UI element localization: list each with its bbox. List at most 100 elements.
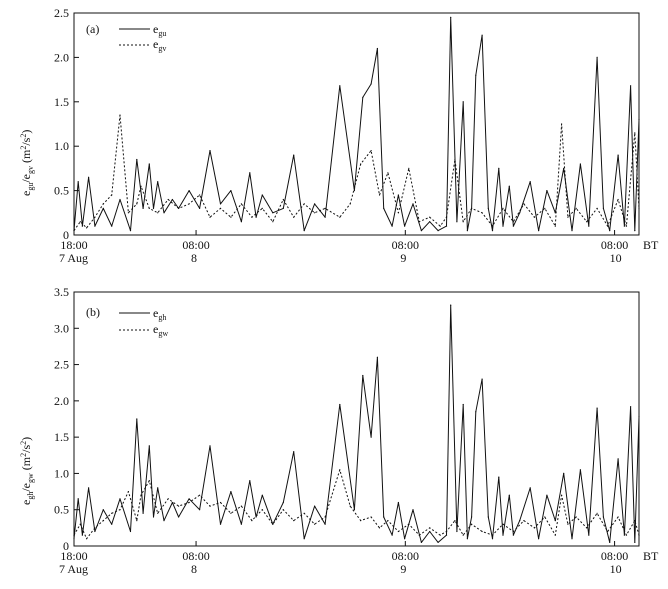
data-point-egh (383, 516, 385, 518)
data-point-egh (362, 374, 364, 377)
data-point-egu (437, 230, 439, 232)
data-point-egh (466, 538, 468, 540)
data-point-egw (79, 523, 81, 525)
data-point-egu (420, 230, 422, 232)
panel-a: (a) egu egv egu/egv (m2/s2) 0 0.5 1.0 1.5 2.… (19, 6, 659, 265)
data-point-egw (471, 523, 473, 525)
data-point-egh (339, 403, 341, 406)
data-point-egw (349, 505, 351, 507)
y-tick-label: 0.5 (54, 503, 69, 517)
y-tick-label: 2.0 (54, 394, 69, 408)
data-point-egh (519, 520, 521, 522)
data-point-egh (178, 516, 180, 518)
data-point-egu (450, 16, 452, 18)
data-point-egu (512, 225, 515, 227)
data-point-egv (73, 230, 75, 232)
data-point-egu (353, 190, 355, 192)
data-point-egw (586, 527, 588, 529)
data-point-egh (588, 534, 590, 536)
data-point-egh (462, 403, 464, 406)
data-point-egv (544, 207, 546, 209)
data-point-egw (140, 494, 142, 496)
data-point-egu (88, 176, 90, 178)
data-point-egu (519, 212, 521, 214)
data-point-egw (230, 512, 232, 514)
data-point-egh (512, 534, 515, 536)
data-point-egv (491, 225, 494, 227)
data-point-egh (475, 411, 477, 413)
data-point-egu (602, 207, 605, 209)
legend-sub-egu: gu (158, 29, 166, 38)
data-point-egv (94, 216, 96, 218)
data-point-egu (596, 56, 598, 59)
data-point-egv (512, 221, 515, 223)
data-point-egw (272, 523, 274, 525)
data-point-egw (561, 494, 563, 496)
x-tick-date: 10 (610, 562, 622, 576)
data-point-egv (136, 203, 138, 205)
data-point-egh (456, 530, 458, 533)
data-point-egu (142, 207, 144, 209)
data-point-egw (397, 530, 399, 533)
data-point-egv (454, 158, 456, 161)
legend-sub-egv: gv (158, 44, 166, 53)
data-point-egh (498, 476, 500, 478)
data-point-egh (142, 512, 144, 514)
data-point-egh (429, 530, 431, 533)
data-point-egu (303, 230, 305, 232)
data-point-egw (638, 534, 640, 536)
x-tick-time: 08:00 (601, 238, 628, 252)
data-point-egu (404, 225, 406, 227)
series-b (73, 304, 640, 544)
data-point-egh (638, 416, 640, 418)
data-point-egw (617, 516, 619, 518)
data-point-egw (73, 534, 75, 536)
data-point-egh (412, 509, 414, 511)
data-point-egh (102, 509, 104, 511)
data-point-egv (349, 203, 351, 205)
data-point-egu (339, 85, 341, 87)
data-point-egv (219, 207, 222, 209)
data-point-egu (261, 194, 263, 196)
data-point-egh (94, 530, 96, 533)
y-tick-label: 0 (63, 228, 69, 242)
data-point-egv (387, 172, 389, 174)
data-point-egu (487, 207, 489, 209)
data-point-egw (136, 520, 138, 522)
data-point-egh (617, 458, 619, 460)
data-point-egu (638, 119, 640, 121)
data-point-egv (625, 225, 628, 227)
data-point-egv (86, 227, 88, 229)
y-tick-label: 1.0 (54, 139, 69, 153)
data-point-egh (481, 378, 483, 380)
data-point-egu (324, 216, 326, 218)
data-point-egw (378, 527, 381, 529)
data-point-egu (538, 230, 540, 232)
data-point-egh (450, 304, 452, 306)
data-point-egw (418, 534, 420, 536)
data-point-egv (240, 203, 242, 205)
data-point-egu (412, 203, 414, 205)
x-tick-time: 08:00 (392, 549, 419, 563)
x-tick-time: 08:00 (182, 238, 209, 252)
data-point-egh (77, 498, 79, 500)
data-point-egh (571, 538, 573, 540)
data-point-egh (255, 516, 257, 518)
data-point-egw (293, 520, 295, 522)
data-point-egw (462, 534, 464, 536)
data-point-egw (439, 534, 441, 536)
data-point-egh (609, 541, 611, 544)
data-point-egh (353, 509, 355, 511)
data-point-egw (261, 509, 263, 511)
data-point-egu (209, 150, 211, 152)
data-point-egv (502, 207, 504, 209)
y-tick-label: 0.5 (54, 184, 69, 198)
data-point-egu (119, 198, 121, 201)
data-point-egh (230, 491, 232, 493)
data-point-egh (314, 505, 316, 507)
y-tick-label: 2.0 (54, 50, 69, 64)
data-point-egh (261, 494, 263, 496)
panel-label-a: (a) (86, 22, 99, 36)
data-point-egu (249, 172, 251, 174)
data-point-egv (418, 221, 420, 223)
